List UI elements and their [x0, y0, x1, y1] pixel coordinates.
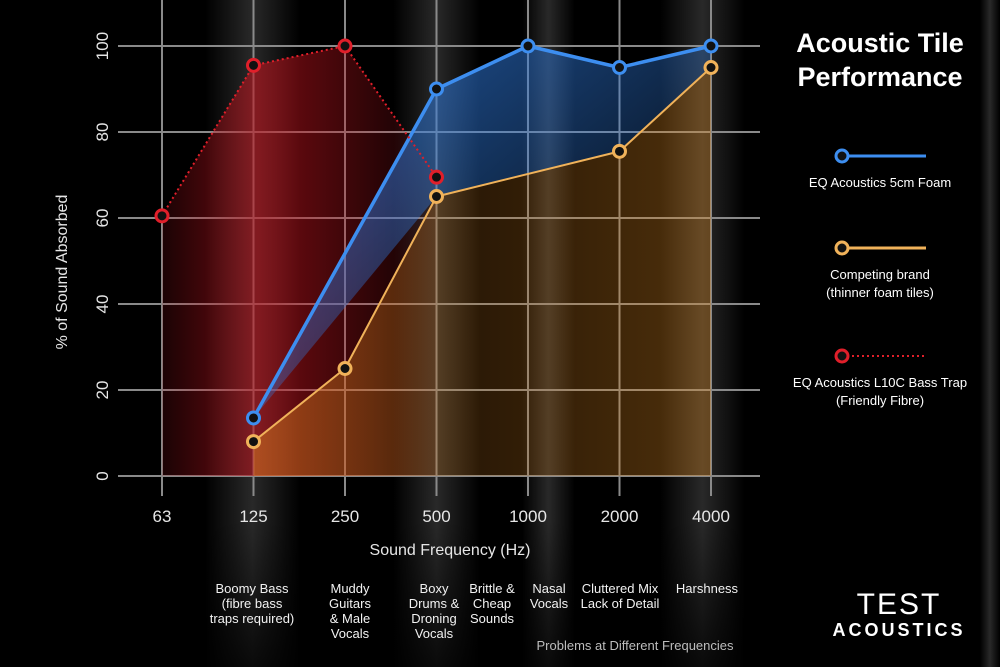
data-point [429, 81, 444, 97]
data-point [429, 189, 444, 204]
problem-label: & Male [330, 611, 370, 626]
data-point [337, 38, 353, 54]
data-point [612, 143, 627, 159]
series-area-1 [253, 67, 711, 476]
problem-label: Sounds [470, 611, 515, 626]
problem-label: Lack of Detail [581, 596, 660, 611]
y-tick-label: 0 [93, 471, 112, 480]
legend-label: (thinner foam tiles) [826, 285, 934, 300]
series-fill-areas [162, 46, 711, 476]
series-area-0 [253, 46, 711, 418]
legend-label: EQ Acoustics L10C Bass Trap [793, 375, 967, 390]
x-tick-label: 125 [239, 507, 267, 526]
data-point [520, 38, 536, 54]
axis-tick-labels: 0 20 40 60 80 100 63 125 250 500 1000 2000 4000 [93, 32, 730, 526]
problem-label: (fibre bass [222, 596, 283, 611]
x-tick-label: 63 [153, 507, 172, 526]
problem-label: Vocals [530, 596, 569, 611]
problem-label: Muddy [330, 581, 370, 596]
legend-marker-0 [834, 148, 850, 164]
data-point [337, 361, 353, 376]
frequency-band-4 [980, 0, 1000, 667]
data-point [703, 38, 719, 54]
x-tick-label: 500 [422, 507, 450, 526]
problem-label: Brittle & [469, 581, 515, 596]
x-tick-label: 1000 [509, 507, 547, 526]
problem-label: Cheap [473, 596, 511, 611]
legend-marker-2 [834, 348, 850, 364]
chart-title-line-1: Acoustic Tile [796, 28, 964, 58]
legend-label: (Friendly Fibre) [836, 393, 924, 408]
data-point [246, 57, 261, 73]
y-axis-title: % of Sound Absorbed [54, 195, 71, 350]
problem-label: Vocals [331, 626, 370, 641]
legend: EQ Acoustics 5cm Foam Competing brand (thi… [793, 148, 967, 408]
data-point [246, 434, 261, 450]
data-point [429, 169, 444, 185]
data-point [246, 410, 261, 426]
data-point [154, 208, 170, 224]
y-tick-label: 20 [93, 381, 112, 400]
legend-label: EQ Acoustics 5cm Foam [809, 175, 951, 190]
data-point [612, 60, 627, 75]
problem-label: Nasal [532, 581, 565, 596]
x-tick-label: 2000 [601, 507, 639, 526]
brand-logo-line-2: ACOUSTICS [832, 620, 965, 640]
problem-label: Cluttered Mix [582, 581, 659, 596]
y-tick-label: 40 [93, 295, 112, 314]
problem-label: Harshness [676, 581, 739, 596]
problem-label: traps required) [210, 611, 295, 626]
brand-logo-line-1: TEST [857, 588, 942, 621]
x-axis-title: Sound Frequency (Hz) [370, 542, 531, 559]
problem-label: Droning [411, 611, 457, 626]
legend-label: Competing brand [830, 267, 930, 282]
problem-label: Vocals [415, 626, 454, 641]
x-tick-label: 4000 [692, 507, 730, 526]
problem-label: Drums & [409, 596, 460, 611]
y-tick-label: 60 [93, 209, 112, 228]
footnote: Problems at Different Frequencies [536, 638, 734, 653]
data-point [703, 60, 719, 75]
series-points [154, 38, 719, 450]
legend-marker-1 [834, 240, 850, 256]
problem-label: Boomy Bass [216, 581, 289, 596]
y-tick-label: 100 [93, 32, 112, 60]
chart-title-line-2: Performance [797, 62, 962, 92]
problem-label: Guitars [329, 596, 371, 611]
x-tick-label: 250 [331, 507, 359, 526]
y-tick-label: 80 [93, 123, 112, 142]
problem-label: Boxy [420, 581, 449, 596]
